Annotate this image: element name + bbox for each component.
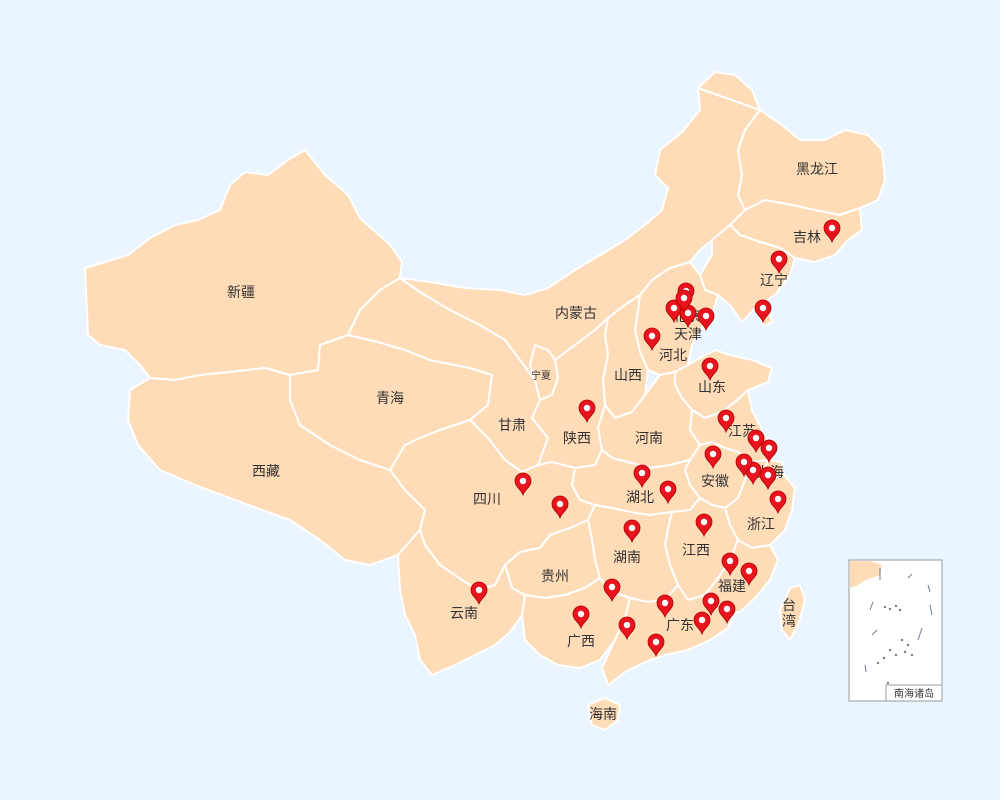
label-guangdong: 广东	[666, 618, 694, 634]
province-taiwan[interactable]	[779, 584, 806, 641]
label-hunan: 湖南	[613, 550, 641, 566]
label-fujian: 福建	[718, 579, 746, 595]
label-taiwan: 台湾	[782, 598, 796, 630]
label-anhui: 安徽	[701, 474, 729, 490]
label-jiangxi: 江西	[682, 543, 710, 559]
province-heilongjiang[interactable]	[697, 71, 886, 216]
label-sichuan: 四川	[473, 492, 501, 508]
inset-title: 南海诸岛	[894, 687, 934, 700]
label-hubei: 湖北	[626, 490, 654, 506]
inset-frame	[848, 559, 943, 702]
label-hebei: 河北	[659, 348, 687, 364]
province-guangdong[interactable]	[601, 584, 736, 686]
inset-coast	[850, 561, 882, 588]
label-liaoning: 辽宁	[760, 272, 788, 289]
label-qinghai: 青海	[376, 391, 404, 407]
label-shaanxi: 陕西	[563, 431, 591, 447]
label-neimenggu: 内蒙古	[555, 306, 597, 322]
label-jilin: 吉林	[793, 230, 821, 246]
province-shapes	[84, 71, 886, 731]
label-guangxi: 广西	[567, 634, 595, 650]
label-gansu: 甘肃	[498, 418, 526, 434]
province-liaoning[interactable]	[699, 224, 796, 323]
label-shanxi: 山西	[614, 368, 642, 384]
south-china-sea-inset: 南海诸岛	[848, 559, 943, 702]
label-xinjiang: 新疆	[227, 285, 255, 301]
label-heilongjiang: 黑龙江	[796, 162, 838, 178]
label-shandong: 山东	[698, 380, 726, 396]
province-hainan[interactable]	[587, 697, 621, 731]
label-tianjin: 天津	[674, 327, 702, 343]
label-hainan: 海南	[589, 707, 617, 723]
label-henan: 河南	[635, 431, 663, 447]
label-xizang: 西藏	[252, 464, 280, 480]
label-yunnan: 云南	[450, 606, 478, 622]
label-ningxia: 宁夏	[531, 369, 551, 382]
label-guizhou: 贵州	[541, 569, 569, 585]
label-zhejiang: 浙江	[747, 517, 775, 533]
inset-title-box	[885, 684, 943, 702]
